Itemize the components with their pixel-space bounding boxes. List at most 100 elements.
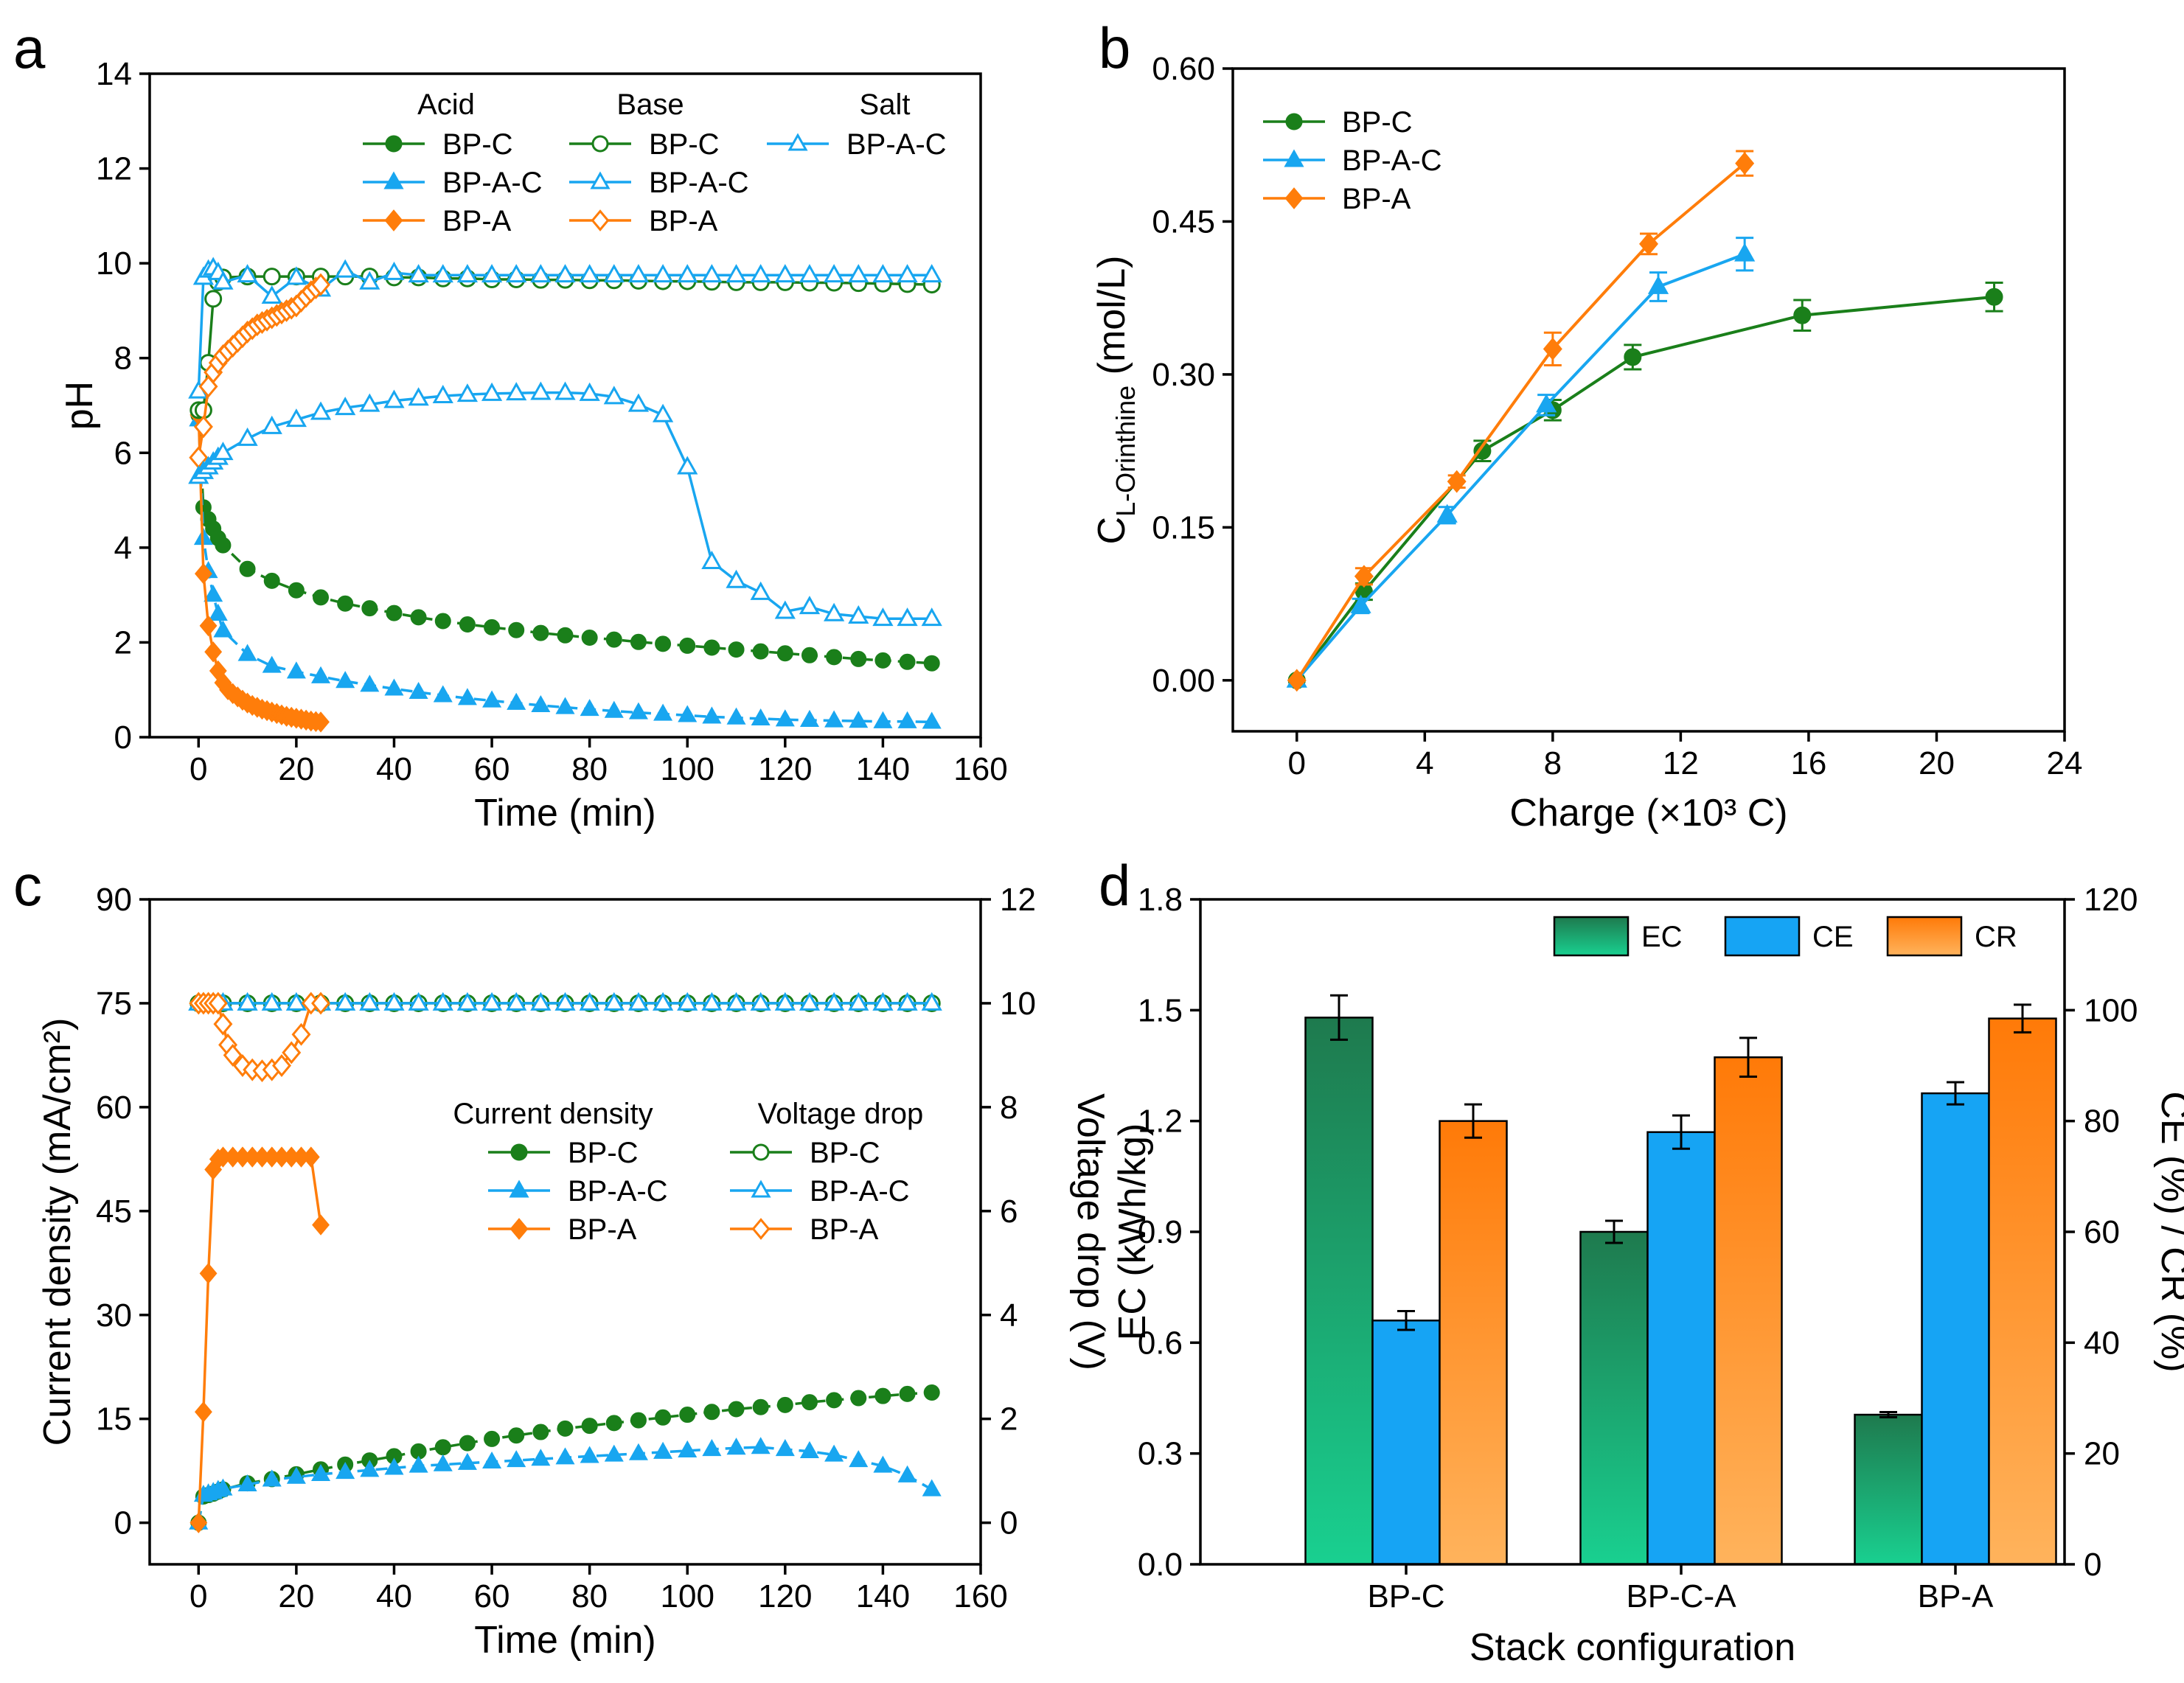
panel-c-x-tick-label: 100 bbox=[661, 1578, 714, 1614]
panel-b-series-2-marker bbox=[1543, 337, 1562, 360]
panel-a-legend-label: BP-A-C bbox=[649, 167, 749, 199]
panel-a-legend-label: BP-A-C bbox=[442, 167, 543, 199]
panel-a-series-6-line bbox=[198, 391, 932, 621]
panel-a-series-4-marker bbox=[750, 264, 771, 283]
panel-b-series-2-marker bbox=[1287, 669, 1307, 692]
panel-c-series-2-marker bbox=[194, 1401, 212, 1423]
panel-b-y-axis-title-sub: L-Orinthine bbox=[1110, 386, 1141, 517]
panel-a-series-4-marker bbox=[481, 264, 503, 283]
panel-b-x-tick-label: 12 bbox=[1663, 745, 1699, 781]
panel-c-series-4-marker bbox=[603, 992, 625, 1011]
panel-b-y-axis-title-unit: (mol/L) bbox=[1091, 256, 1133, 386]
panel-a: 0 20 40 60 80 100 120 140 160 0 2 4 6 8 10 12 14 Time (mi… bbox=[58, 56, 1008, 834]
panel-c-series-1-marker bbox=[555, 1447, 575, 1465]
panel-a-series-0-marker bbox=[263, 572, 280, 589]
panel-a-series-0-marker bbox=[801, 647, 818, 663]
panel-c-series-1-marker bbox=[286, 1466, 306, 1484]
panel-c-x-tick-label: 0 bbox=[189, 1578, 207, 1614]
panel-a-series-1-marker bbox=[457, 688, 477, 705]
panel-d-legend-label: CE bbox=[1812, 921, 1854, 953]
panel-c-series-0-marker bbox=[850, 1390, 867, 1407]
panel-c-series-4-marker bbox=[408, 992, 429, 1011]
panel-a-series-4-marker bbox=[701, 264, 723, 283]
panel-a-series-1-marker bbox=[335, 671, 355, 689]
panel-c-series-4-marker bbox=[554, 992, 576, 1011]
panel-a-y-tick-label: 8 bbox=[114, 341, 132, 377]
panel-c-left-y-tick-label: 0 bbox=[114, 1505, 132, 1541]
panel-a-x-tick-label: 80 bbox=[571, 751, 608, 787]
panel-a-series-1-marker bbox=[678, 705, 698, 722]
panel-a-series-5-marker bbox=[193, 415, 213, 439]
panel-a-series-1-marker bbox=[849, 711, 869, 728]
panel-c-series-4-marker bbox=[627, 992, 650, 1011]
panel-c-series-4-marker bbox=[285, 992, 307, 1011]
panel-c-series-1-marker bbox=[335, 1462, 355, 1480]
panel-b-series-2-line bbox=[1296, 162, 1746, 681]
panel-a-series-1-marker bbox=[775, 709, 795, 727]
panel-a-series-1-marker bbox=[213, 620, 233, 638]
panel-c-series-0-marker bbox=[899, 1385, 916, 1402]
panel-c-series-4-marker bbox=[237, 992, 258, 1011]
panel-a-legend-marker bbox=[591, 135, 609, 153]
panel-a-x-tick-label: 160 bbox=[953, 751, 1007, 787]
panel-a-series-6-marker bbox=[212, 442, 234, 461]
panel-c-series-1-marker bbox=[678, 1440, 698, 1458]
panel-b-y-axis-title: CL-Orinthine (mol/L) bbox=[1091, 256, 1141, 545]
panel-a-series-1-marker bbox=[580, 699, 599, 717]
panel-c-series-1-marker bbox=[237, 1474, 257, 1492]
panel-d-left-y-tick-label: 0.3 bbox=[1138, 1436, 1183, 1472]
panel-d-right-y-tick-label: 20 bbox=[2084, 1436, 2120, 1472]
panel-a-series-6-marker bbox=[506, 382, 527, 401]
panel-c-legend-label: BP-A-C bbox=[810, 1175, 910, 1208]
panel-a-legend-header: Acid bbox=[417, 88, 475, 121]
panel-a-series-4-marker bbox=[530, 264, 552, 283]
panel-a-series-6-marker bbox=[261, 415, 282, 434]
panel-a-series-4-marker bbox=[897, 264, 918, 283]
panel-c-series-2-marker bbox=[189, 1512, 208, 1533]
panel-c-series-5-marker bbox=[282, 1041, 302, 1064]
panel-b: 0 4 8 12 16 20 24 0.00 0.15 0.30 0.45 0.60 Charge (×… bbox=[1091, 51, 2082, 834]
panel-c-series-1-marker bbox=[751, 1437, 771, 1454]
panel-a-series-6-marker bbox=[750, 581, 771, 600]
panel-d-bar-ce bbox=[1371, 1320, 1441, 1566]
panel-a-y-tick-label: 6 bbox=[114, 435, 132, 471]
panel-a-series-5-marker bbox=[311, 273, 331, 296]
panel-c-series-2-marker bbox=[199, 1263, 218, 1284]
panel-a-series-4-marker bbox=[237, 264, 258, 283]
panel-a-series-6-marker bbox=[456, 383, 479, 403]
panel-c-series-4-marker bbox=[359, 992, 380, 1011]
panel-a-series-6-marker bbox=[408, 387, 429, 406]
panel-a-series-4-marker bbox=[652, 264, 674, 283]
panel-b-x-tick-label: 8 bbox=[1544, 745, 1562, 781]
panel-b-y-tick-label: 0.45 bbox=[1152, 203, 1215, 240]
panel-a-series-4-marker bbox=[335, 259, 356, 278]
panel-c-series-0-marker bbox=[532, 1424, 549, 1440]
panel-c-left-y-tick-label: 30 bbox=[96, 1297, 132, 1334]
panel-c-left-y-tick-label: 75 bbox=[96, 986, 132, 1022]
panel-c-series-5-marker bbox=[311, 992, 331, 1015]
panel-c-series-4-marker bbox=[506, 992, 527, 1011]
panel-c-series-4-marker bbox=[677, 992, 698, 1011]
panel-a-series-1-marker bbox=[604, 700, 624, 718]
panel-c-legend-marker bbox=[509, 1180, 529, 1198]
panel-a-x-tick-label: 140 bbox=[856, 751, 910, 787]
panel-a-series-4-marker bbox=[554, 264, 576, 283]
panel-c-series-0-marker bbox=[605, 1415, 622, 1432]
panel-a-series-2-marker bbox=[199, 615, 218, 637]
panel-d-legend-swatch bbox=[1553, 916, 1630, 957]
panel-c-series-1-marker bbox=[799, 1440, 819, 1458]
panel-c-series-1-marker bbox=[213, 1478, 233, 1496]
panel-c-series-0-marker bbox=[557, 1420, 574, 1437]
panel-a-series-6-marker bbox=[872, 607, 894, 627]
panel-c-x-tick-label: 160 bbox=[953, 1578, 1007, 1614]
panel-c-legend-marker bbox=[751, 1218, 771, 1240]
panel-a-series-4-marker bbox=[823, 264, 845, 283]
panel-c-series-1-marker bbox=[384, 1457, 404, 1475]
panel-a-series-0-marker bbox=[484, 619, 501, 635]
panel-a-series-6-marker bbox=[579, 382, 600, 401]
panel-a-series-0-marker bbox=[630, 633, 647, 650]
panel-a-series-4-marker bbox=[212, 271, 234, 290]
panel-a-series-0-marker bbox=[557, 627, 574, 644]
panel-c-series-0-marker bbox=[630, 1412, 647, 1429]
